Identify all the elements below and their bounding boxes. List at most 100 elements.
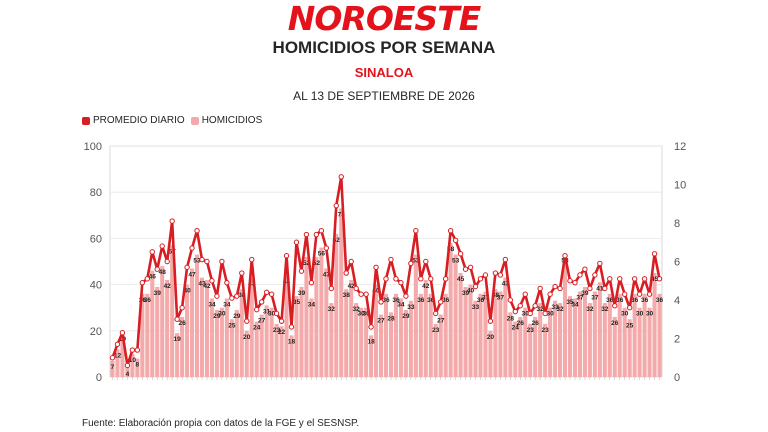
bar-value-label: 30 [546,311,554,318]
bar-value-label: 26 [517,320,525,327]
bar-value-label: 23 [542,327,550,334]
y-tick-label: 80 [90,187,102,199]
bar [190,268,195,377]
line-point [492,270,499,276]
y2-tick-label: 12 [674,141,686,153]
bar-value-label: 46 [149,274,157,281]
line-point [428,276,434,282]
bar [448,243,453,377]
bar-value-label: 32 [586,306,594,313]
line-point [592,272,598,278]
line-point [656,276,663,282]
line-point [174,316,180,322]
bar [319,247,324,377]
bar-value-label: 39 [154,290,162,297]
bar [264,305,269,377]
line-point [423,258,429,265]
line-point [413,228,419,234]
bar-value-label: 23 [527,327,535,334]
line-point [597,260,603,267]
line-point [398,279,404,286]
bar [165,279,170,377]
line-point [139,279,146,286]
bar [334,233,339,377]
bar [647,307,652,377]
line-point [612,303,618,309]
bar-value-label: 56 [318,251,326,258]
bar [528,323,533,377]
line-point [438,299,444,305]
y2-tick-label: 4 [674,295,680,307]
bar [523,307,528,377]
bar [642,293,647,377]
bar-value-label: 31 [263,308,271,315]
bar-value-label: 40 [372,288,380,295]
bar-value-label: 36 [442,297,450,304]
bar-value-label: 23 [432,327,440,334]
line-point [214,293,220,299]
bar [612,316,617,377]
bar-value-label: 8 [136,362,140,369]
chart-date: AL 13 DE SEPTIEMBRE DE 2026 [293,89,475,103]
bar [508,312,513,377]
bar [354,303,359,377]
line-point [646,291,653,297]
line-point [378,299,384,305]
line-point [403,293,409,299]
bar-value-label: 30 [358,311,366,318]
line-point [507,297,514,303]
bar-value-label: 35 [293,299,301,306]
line-point [572,279,578,286]
bar [627,319,632,377]
bar-value-label: 24 [512,325,520,332]
bar [617,293,622,377]
bar-value-label: 40 [467,288,475,295]
line-point [557,285,563,292]
bar-value-label: 27 [437,318,445,325]
line-point [288,324,295,330]
bar [577,291,582,377]
bar-value-label: 37 [591,295,599,302]
bar-value-label: 22 [278,329,286,336]
line-point [408,260,414,267]
source-note: Fuente: Elaboración propia con datos de … [82,418,360,429]
line-point [622,291,628,297]
bar [349,279,354,377]
bar [408,300,413,377]
bar [463,286,468,377]
y-tick-label: 100 [84,141,102,153]
bar-value-label: 30 [522,311,530,318]
line-point [582,266,588,272]
bar [145,293,150,377]
bar-value-label: 47 [323,271,331,278]
brand-logo: NOROESTE [287,0,482,38]
bar [219,307,224,377]
legend-item-line: PROMEDIO DIARIO [82,115,185,127]
line-point [219,258,225,265]
line-point [189,245,195,251]
bar-value-label: 34 [571,301,579,308]
line-point [179,305,185,311]
line-point [348,258,354,265]
line-point [587,285,593,292]
y2-tick-label: 2 [674,334,680,346]
bar-value-label: 20 [243,334,251,341]
bar-value-label: 36 [606,297,614,304]
bar-value-label: 30 [362,311,370,318]
bar-value-label: 32 [556,306,564,313]
line-point [169,218,175,224]
bar-value-label: 45 [651,276,659,283]
y2-tick-label: 8 [674,218,680,230]
bar-value-label: 29 [233,313,241,320]
line-point [452,237,459,244]
bar-value-label: 19 [174,336,182,343]
line-point [358,291,364,297]
bar [299,286,304,377]
line-point [263,289,270,295]
bar-value-label: 42 [164,283,172,290]
line-point [418,276,424,282]
bar-value-label: 36 [139,297,147,304]
line-point [278,318,285,324]
bar-value-label: 23 [273,327,281,334]
